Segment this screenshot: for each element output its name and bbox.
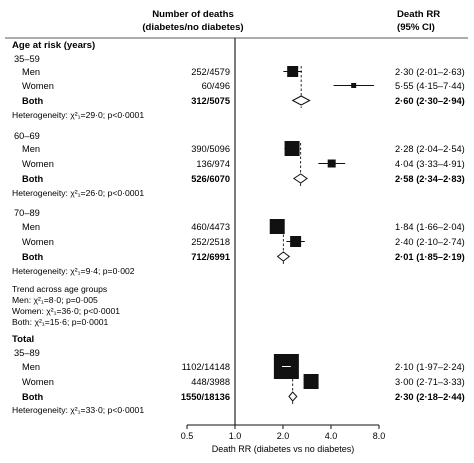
rr-value: 2·58 (2·34–2·83)	[395, 174, 465, 184]
row-label: Women	[22, 81, 54, 91]
group-subtitle: 70–89	[14, 208, 40, 218]
section-title: Total	[12, 334, 34, 345]
row-label: Men	[22, 222, 40, 232]
deaths-value: 448/3988	[191, 377, 230, 387]
x-tick-label: 0.5	[181, 431, 194, 441]
group-subtitle: 60–69	[14, 131, 40, 141]
rr-value: 2·30 (2·18–2·44)	[395, 392, 465, 402]
rr-value: 4·04 (3·33–4·91)	[395, 159, 465, 169]
section-title: Age at risk (years)	[12, 40, 95, 51]
estimate-square	[284, 141, 300, 156]
trend-line: Men: χ²₁=8·0; p=0·005	[12, 295, 98, 305]
row-label: Both	[22, 252, 43, 262]
row-label: Both	[22, 96, 43, 106]
x-tick-label: 1.0	[229, 431, 242, 441]
estimate-square	[303, 374, 319, 389]
rr-value: 2·10 (1·97–2·24)	[395, 362, 465, 372]
rr-value: 2·40 (2·10–2·74)	[395, 237, 465, 247]
row-label: Both	[22, 174, 43, 184]
heterogeneity-text: Heterogeneity: χ²₁=26·0; p<0·0001	[12, 188, 144, 198]
trend-line: Both: χ²₁=15·6; p=0·0001	[12, 317, 108, 327]
rr-value: 5·55 (4·15–7·44)	[395, 81, 465, 91]
row-label: Women	[22, 377, 54, 387]
x-tick-label: 2.0	[277, 431, 290, 441]
rr-value: 1·84 (1·66–2·04)	[395, 222, 465, 232]
header-deaths-line2: (diabetes/no diabetes)	[142, 22, 243, 33]
pooled-diamond	[292, 173, 308, 184]
rr-value: 2·60 (2·30–2·94)	[395, 96, 465, 106]
row-label: Men	[22, 67, 40, 77]
deaths-value: 60/496	[202, 81, 230, 91]
deaths-value: 252/2518	[191, 237, 230, 247]
deaths-value: 712/6991	[191, 252, 230, 262]
deaths-value: 390/5096	[191, 144, 230, 154]
x-axis-label: Death RR (diabetes vs no diabetes)	[212, 444, 355, 454]
row-label: Women	[22, 237, 54, 247]
x-axis: 0.5 1.0 2.0 4.0 8.0 Death RR (diabetes vs no …	[181, 424, 386, 454]
deaths-value: 526/6070	[191, 174, 230, 184]
row-label: Women	[22, 159, 54, 169]
deaths-value: 312/5075	[191, 96, 230, 106]
heterogeneity-text: Heterogeneity: χ²₁=9·4; p=0·002	[12, 266, 135, 276]
estimate-square	[327, 159, 336, 168]
trend-title: Trend across age groups	[12, 284, 107, 294]
rr-value: 2·30 (2·01–2·63)	[395, 67, 465, 77]
heterogeneity-text: Heterogeneity: χ²₁=29·0; p<0·0001	[12, 110, 144, 120]
estimate-square	[351, 83, 357, 88]
header-deaths-line1: Number of deaths	[152, 9, 234, 20]
rr-value: 2·28 (2·04–2·54)	[395, 144, 465, 154]
row-label: Men	[22, 362, 40, 372]
row-label: Men	[22, 144, 40, 154]
pooled-diamond	[288, 391, 298, 402]
deaths-value: 136/974	[196, 159, 230, 169]
header-rr-line1: Death RR	[397, 9, 440, 20]
deaths-value: 1102/14148	[182, 362, 230, 372]
header-rr-line2: (95% CI)	[397, 22, 435, 33]
estimate-square	[287, 66, 299, 77]
x-tick-label: 4.0	[325, 431, 338, 441]
rr-value: 2·01 (1·85–2·19)	[395, 252, 465, 262]
rr-value: 3·00 (2·71–3·33)	[395, 377, 465, 387]
heterogeneity-text: Heterogeneity: χ²₁=33·0; p<0·0001	[12, 405, 144, 415]
forest-rows: Age at risk (years) 35–59 Men 252/4579 2·30 …	[12, 38, 465, 425]
x-tick-label: 8.0	[373, 431, 386, 441]
pooled-diamond	[276, 251, 291, 262]
estimate-square	[290, 236, 302, 247]
deaths-value: 1550/18136	[181, 392, 230, 402]
estimate-square	[269, 219, 285, 234]
deaths-value: 460/4473	[191, 222, 230, 232]
row-label: Both	[22, 392, 43, 402]
group-subtitle: 35–89	[14, 348, 40, 358]
deaths-value: 252/4579	[191, 67, 230, 77]
trend-line: Women: χ²₁=36·0; p<0·0001	[12, 306, 120, 316]
group-subtitle: 35–59	[14, 54, 40, 64]
pooled-diamond	[291, 95, 311, 106]
